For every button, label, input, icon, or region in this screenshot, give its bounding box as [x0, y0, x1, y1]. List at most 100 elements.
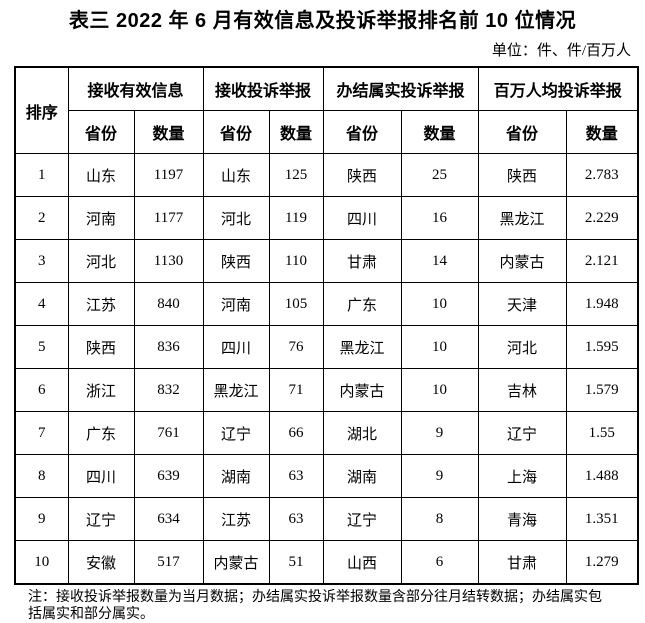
province-cell: 内蒙古	[322, 368, 402, 412]
count-cell: 51	[268, 540, 324, 585]
rank-cell: 7	[14, 411, 69, 455]
province-cell: 内蒙古	[202, 540, 270, 585]
count-cell: 6	[400, 540, 479, 585]
report-page: 表三 2022 年 6 月有效信息及投诉举报排名前 10 位情况 单位：件、件/…	[0, 8, 645, 623]
count-cell: 66	[268, 411, 324, 455]
ranking-table: 排序 接收有效信息 接收投诉举报 办结属实投诉举报 百万人均投诉举报 省份 数量…	[14, 66, 640, 585]
count-cell: 1.55	[565, 411, 639, 455]
count-cell: 1.579	[565, 368, 639, 412]
page-title: 表三 2022 年 6 月有效信息及投诉举报排名前 10 位情况	[68, 10, 577, 32]
province-cell: 湖南	[322, 454, 402, 498]
province-cell: 广东	[67, 411, 135, 455]
province-cell: 甘肃	[322, 239, 402, 283]
province-cell: 四川	[322, 196, 402, 240]
count-cell: 8	[400, 497, 479, 541]
province-cell: 安徽	[67, 540, 135, 585]
count-cell: 832	[133, 368, 204, 412]
count-cell: 25	[400, 153, 479, 197]
subheader-row: 省份 数量 省份 数量 省份 数量 省份 数量	[15, 110, 639, 154]
count-cell: 63	[268, 497, 324, 541]
subheader-province: 省份	[67, 110, 135, 154]
province-cell: 广东	[322, 282, 402, 326]
count-cell: 639	[133, 454, 204, 498]
province-cell: 辽宁	[67, 497, 135, 541]
rank-cell: 9	[14, 497, 69, 541]
subheader-count: 数量	[565, 110, 639, 154]
unit-label: 单位：件、件/百万人	[491, 43, 631, 59]
count-cell: 2.229	[565, 196, 639, 240]
table-row: 3 河北 1130 陕西 110 甘肃 14 内蒙古 2.121	[14, 239, 639, 283]
count-cell: 63	[268, 454, 324, 498]
province-cell: 陕西	[67, 325, 135, 369]
rank-cell: 4	[14, 282, 69, 326]
count-cell: 16	[400, 196, 479, 240]
count-cell: 105	[268, 282, 324, 326]
count-cell: 836	[133, 325, 204, 369]
province-cell: 河南	[202, 282, 270, 326]
province-cell: 青海	[477, 497, 567, 541]
province-cell: 陕西	[477, 153, 567, 197]
rank-column-header: 排序	[14, 66, 69, 154]
group-header-valid-info: 接收有效信息	[67, 66, 204, 111]
province-cell: 山西	[322, 540, 402, 585]
rank-cell: 2	[14, 196, 69, 240]
group-header-complaints-received: 接收投诉举报	[202, 66, 324, 111]
subheader-count: 数量	[133, 110, 204, 154]
province-cell: 四川	[67, 454, 135, 498]
table-row: 5 陕西 836 四川 76 黑龙江 10 河北 1.595	[14, 325, 639, 369]
province-cell: 黑龙江	[322, 325, 402, 369]
count-cell: 761	[133, 411, 204, 455]
rank-cell: 3	[14, 239, 69, 283]
province-cell: 湖南	[202, 454, 270, 498]
count-cell: 634	[133, 497, 204, 541]
count-cell: 10	[400, 282, 479, 326]
province-cell: 上海	[477, 454, 567, 498]
count-cell: 1.488	[565, 454, 639, 498]
table-row: 1 山东 1197 山东 125 陕西 25 陕西 2.783	[14, 153, 639, 197]
rank-cell: 5	[14, 325, 69, 369]
province-cell: 天津	[477, 282, 567, 326]
province-cell: 河北	[477, 325, 567, 369]
count-cell: 1130	[133, 239, 204, 283]
province-cell: 江苏	[202, 497, 270, 541]
table-row: 2 河南 1177 河北 119 四川 16 黑龙江 2.229	[14, 196, 639, 240]
province-cell: 陕西	[322, 153, 402, 197]
province-cell: 浙江	[67, 368, 135, 412]
count-cell: 71	[268, 368, 324, 412]
count-cell: 1.351	[565, 497, 639, 541]
count-cell: 1.948	[565, 282, 639, 326]
rank-cell: 10	[14, 540, 69, 585]
subheader-province: 省份	[202, 110, 270, 154]
province-cell: 辽宁	[202, 411, 270, 455]
province-cell: 辽宁	[322, 497, 402, 541]
province-cell: 内蒙古	[477, 239, 567, 283]
count-cell: 10	[400, 368, 479, 412]
province-cell: 辽宁	[477, 411, 567, 455]
count-cell: 119	[268, 196, 324, 240]
count-cell: 76	[268, 325, 324, 369]
count-cell: 1.279	[565, 540, 639, 585]
group-header-row: 排序 接收有效信息 接收投诉举报 办结属实投诉举报 百万人均投诉举报	[14, 66, 639, 154]
province-cell: 河南	[67, 196, 135, 240]
count-cell: 110	[268, 239, 324, 283]
table-row: 7 广东 761 辽宁 66 湖北 9 辽宁 1.55	[14, 411, 639, 455]
count-cell: 1197	[133, 153, 204, 197]
rank-cell: 6	[14, 368, 69, 412]
count-cell: 125	[268, 153, 324, 197]
count-cell: 1.595	[565, 325, 639, 369]
subheader-province: 省份	[477, 110, 567, 154]
rank-cell: 8	[14, 454, 69, 498]
table-row: 9 辽宁 634 江苏 63 辽宁 8 青海 1.351	[14, 497, 639, 541]
province-cell: 甘肃	[477, 540, 567, 585]
rank-cell: 1	[14, 153, 69, 197]
table-row: 6 浙江 832 黑龙江 71 内蒙古 10 吉林 1.579	[14, 368, 639, 412]
province-cell: 河北	[202, 196, 270, 240]
table-row: 10 安徽 517 内蒙古 51 山西 6 甘肃 1.279	[14, 540, 639, 585]
group-header-verified-complaints: 办结属实投诉举报	[322, 66, 479, 111]
group-header-per-million: 百万人均投诉举报	[477, 66, 639, 111]
province-cell: 吉林	[477, 368, 567, 412]
count-cell: 1177	[133, 196, 204, 240]
province-cell: 黑龙江	[202, 368, 270, 412]
province-cell: 山东	[67, 153, 135, 197]
subheader-count: 数量	[400, 110, 479, 154]
